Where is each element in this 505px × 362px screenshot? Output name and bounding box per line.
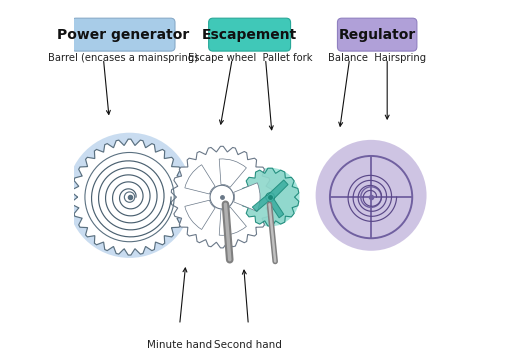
Text: Minute hand: Minute hand [147, 340, 212, 350]
Text: Escapement: Escapement [201, 28, 296, 42]
Circle shape [67, 133, 192, 258]
Text: Escape wheel  Pallet fork: Escape wheel Pallet fork [187, 53, 312, 63]
Text: Regulator: Regulator [338, 28, 415, 42]
FancyBboxPatch shape [208, 18, 290, 51]
Circle shape [217, 193, 226, 202]
FancyBboxPatch shape [337, 18, 416, 51]
Circle shape [315, 140, 426, 251]
Polygon shape [171, 146, 272, 248]
Text: Barrel (encases a mainspring): Barrel (encases a mainspring) [48, 53, 198, 63]
Wedge shape [219, 159, 246, 188]
Wedge shape [184, 200, 215, 230]
Circle shape [240, 168, 299, 227]
Circle shape [210, 185, 233, 209]
Polygon shape [241, 168, 298, 226]
Text: Second hand: Second hand [214, 340, 282, 350]
Text: Balance  Hairspring: Balance Hairspring [327, 53, 425, 63]
Circle shape [124, 192, 134, 202]
Wedge shape [233, 183, 260, 211]
Polygon shape [252, 180, 287, 218]
Wedge shape [184, 165, 215, 194]
Circle shape [265, 193, 274, 202]
FancyBboxPatch shape [71, 18, 175, 51]
Polygon shape [72, 139, 187, 255]
Wedge shape [219, 207, 246, 235]
Text: Power generator: Power generator [57, 28, 189, 42]
